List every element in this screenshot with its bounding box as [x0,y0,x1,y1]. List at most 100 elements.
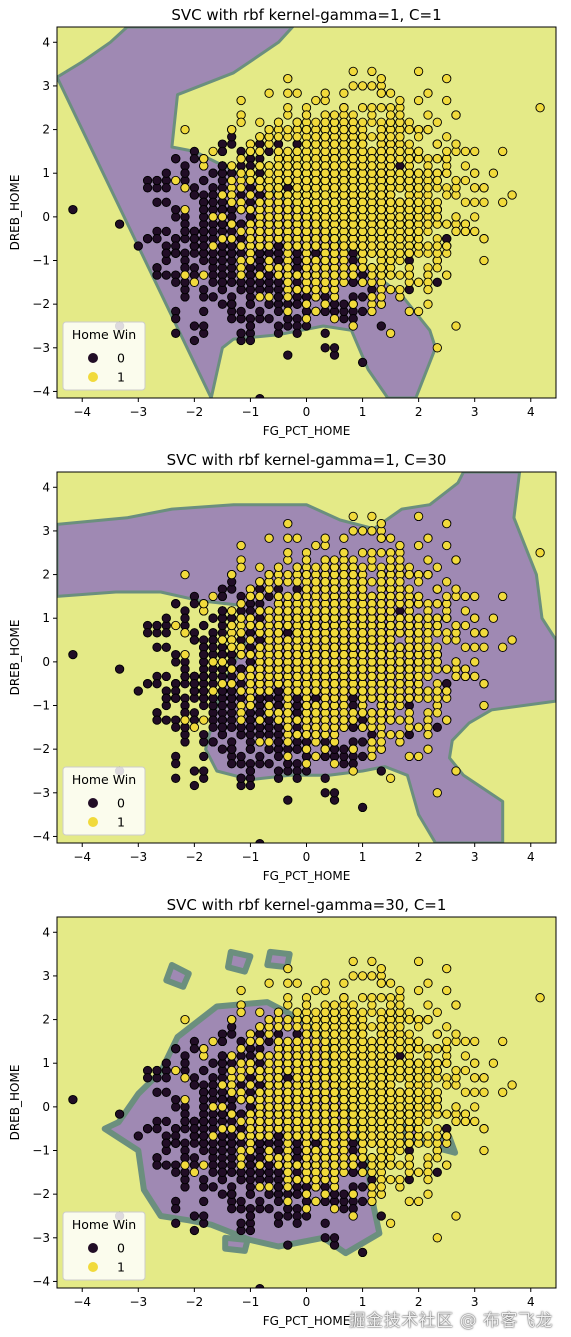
point-class-1 [255,146,265,157]
point-class-0 [292,744,302,754]
point-class-1 [470,226,480,237]
point-class-1 [442,241,452,251]
point-class-1 [470,212,480,222]
x-tick-label: −3 [129,405,147,419]
point-class-0 [133,241,143,251]
point-class-0 [217,277,228,287]
point-class-1 [292,715,302,725]
point-class-1 [385,88,396,98]
point-class-1 [404,270,414,280]
point-class-1 [432,154,442,164]
point-class-1 [432,343,442,353]
point-class-0 [133,686,143,696]
point-class-1 [339,219,349,229]
point-class-1 [385,219,396,229]
point-class-1 [227,234,237,244]
point-class-1 [348,270,358,280]
point-class-0 [245,744,256,754]
point-class-1 [367,103,377,113]
point-class-1 [404,306,414,317]
point-class-1 [227,124,237,135]
point-class-1 [442,95,452,106]
point-class-1 [432,175,442,186]
point-class-1 [320,219,330,229]
point-class-1 [432,241,442,251]
point-class-1 [339,161,349,171]
point-class-1 [395,110,405,120]
point-class-1 [423,299,433,309]
point-class-0 [171,599,181,609]
point-class-0 [152,197,162,207]
point-class-0 [208,277,218,287]
point-class-1 [376,219,386,229]
point-class-1 [320,299,330,309]
y-tick-label: 1 [42,166,50,180]
point-class-1 [199,154,209,164]
x-tick-label: −1 [242,405,260,419]
point-class-0 [161,613,171,623]
point-class-0 [255,751,265,762]
point-class-1 [245,234,256,244]
point-class-0 [208,671,218,682]
point-class-0 [329,343,340,353]
point-class-0 [152,642,162,652]
point-class-1 [283,73,293,84]
point-class-0 [227,722,237,732]
y-tick-label: −3 [32,341,50,355]
y-tick-label: −2 [32,297,50,311]
point-class-1 [255,292,265,302]
point-class-1 [423,183,433,193]
point-class-1 [348,299,358,309]
point-class-0 [217,700,228,711]
point-class-0 [189,599,200,609]
point-class-1 [264,88,274,98]
point-class-1 [395,284,405,295]
legend-label-0: 0 [117,351,125,366]
point-class-1 [413,95,424,106]
point-class-1 [236,226,246,237]
point-class-0 [68,204,78,215]
point-class-1 [283,219,293,229]
point-class-0 [161,270,171,280]
point-class-1 [376,73,386,84]
point-class-0 [199,620,209,631]
point-class-0 [199,729,209,740]
point-class-1 [442,146,452,157]
point-class-1 [273,161,284,171]
point-class-0 [152,175,162,186]
point-class-1 [348,66,358,77]
point-class-1 [442,190,452,200]
point-class-0 [245,335,256,346]
point-class-0 [273,737,284,747]
point-class-0 [114,664,125,674]
point-class-0 [227,314,237,324]
point-class-1 [535,103,545,113]
point-class-0 [217,146,228,157]
point-class-1 [357,117,368,127]
point-class-1 [311,219,321,229]
x-tick-label: 3 [471,405,479,419]
point-class-1 [311,241,321,251]
point-class-0 [320,343,330,353]
point-class-1 [376,533,386,543]
point-class-1 [236,95,246,106]
point-class-1 [292,117,302,127]
point-class-1 [329,314,340,324]
point-class-0 [180,671,190,682]
point-class-1 [236,168,246,178]
point-class-0 [171,722,181,732]
point-class-1 [273,146,284,157]
point-class-1 [329,234,340,244]
point-class-1 [255,175,265,186]
chart-title: SVC with rbf kernel-gamma=1, C=1 [171,6,441,24]
point-class-1 [442,168,452,178]
point-class-0 [245,780,256,791]
point-class-0 [189,635,200,645]
point-class-0 [217,161,228,171]
point-class-0 [255,306,265,317]
point-class-1 [227,219,237,229]
point-class-1 [367,204,377,215]
y-tick-label: 0 [42,210,50,224]
point-class-0 [189,780,200,791]
